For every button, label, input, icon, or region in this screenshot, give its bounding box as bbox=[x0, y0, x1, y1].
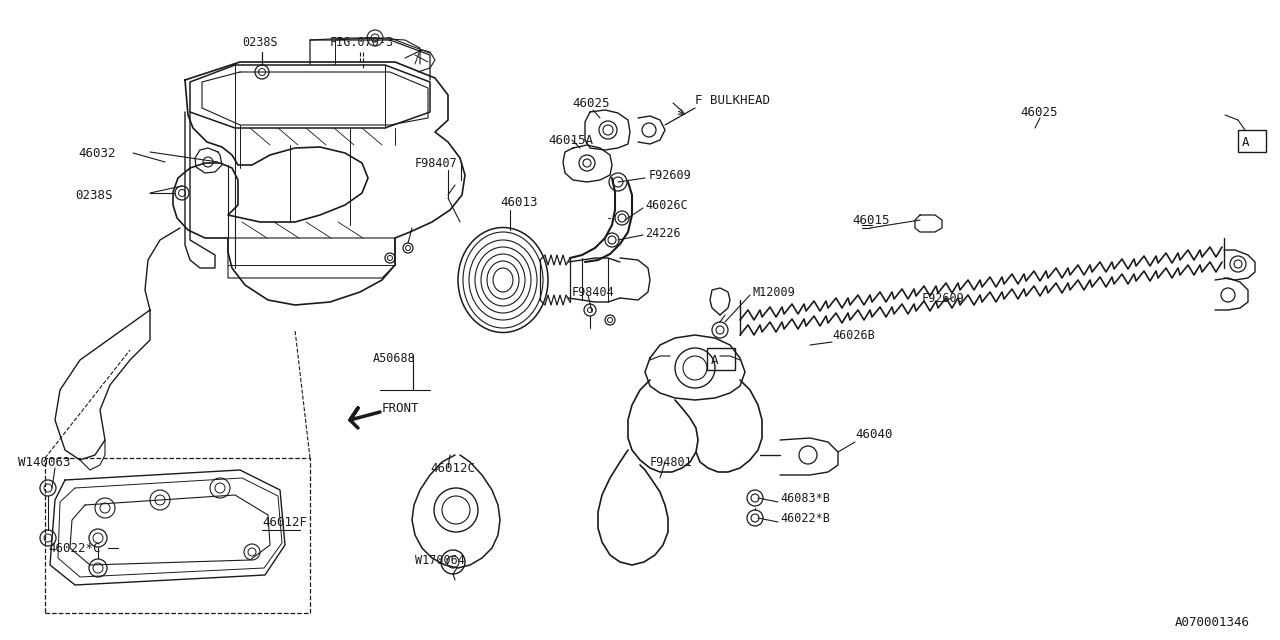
Text: 46012C: 46012C bbox=[430, 461, 475, 474]
Bar bbox=[45, 458, 310, 613]
Text: 0238S: 0238S bbox=[76, 189, 113, 202]
Bar bbox=[1238, 130, 1266, 152]
Text: 46026C: 46026C bbox=[645, 198, 687, 211]
Text: A: A bbox=[1243, 136, 1249, 148]
Text: F92609: F92609 bbox=[922, 291, 965, 305]
Text: 46013: 46013 bbox=[500, 195, 538, 209]
Text: 46026B: 46026B bbox=[832, 328, 874, 342]
Text: F BULKHEAD: F BULKHEAD bbox=[695, 93, 771, 106]
Text: 46025: 46025 bbox=[1020, 106, 1057, 118]
Text: 46015: 46015 bbox=[852, 214, 890, 227]
Text: A070001346: A070001346 bbox=[1175, 616, 1251, 628]
Text: 46032: 46032 bbox=[78, 147, 115, 159]
Text: W140063: W140063 bbox=[18, 456, 70, 468]
Text: 0238S: 0238S bbox=[242, 35, 278, 49]
Text: W170064: W170064 bbox=[415, 554, 465, 566]
Text: 46022*C: 46022*C bbox=[49, 541, 101, 554]
Text: 46012F: 46012F bbox=[262, 515, 307, 529]
Text: 24226: 24226 bbox=[645, 227, 681, 239]
Text: F92609: F92609 bbox=[649, 168, 691, 182]
Text: A: A bbox=[712, 353, 719, 367]
Text: 46025: 46025 bbox=[572, 97, 609, 109]
Text: A50688: A50688 bbox=[372, 351, 416, 365]
Text: F98404: F98404 bbox=[572, 285, 614, 298]
Text: FRONT: FRONT bbox=[381, 401, 420, 415]
Text: F98407: F98407 bbox=[415, 157, 458, 170]
Text: M12009: M12009 bbox=[753, 285, 795, 298]
Text: 46083*B: 46083*B bbox=[780, 492, 829, 504]
Text: F94801: F94801 bbox=[650, 456, 692, 468]
Bar bbox=[707, 348, 735, 370]
Text: 46022*B: 46022*B bbox=[780, 511, 829, 525]
Text: 46040: 46040 bbox=[855, 429, 892, 442]
Text: 46015A: 46015A bbox=[548, 134, 593, 147]
Text: FIG.070-3: FIG.070-3 bbox=[330, 35, 394, 49]
